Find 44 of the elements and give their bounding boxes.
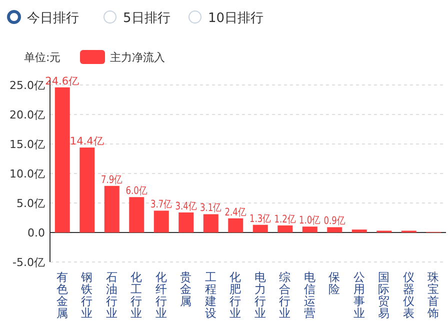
bar <box>352 230 367 232</box>
bar <box>228 218 244 232</box>
x-tick-label: 仪器仪表 <box>402 270 415 320</box>
bar <box>80 148 95 232</box>
y-tick-label: 10.0亿 <box>10 168 45 180</box>
bar <box>154 210 169 232</box>
bar <box>104 186 120 232</box>
x-tick-label: 公用事业 <box>353 270 366 320</box>
bar <box>252 224 268 232</box>
y-tick-label: 20.0亿 <box>10 108 45 122</box>
y-tick-label: 0.0 <box>28 226 45 240</box>
legend-label: 主力净流入 <box>110 51 165 64</box>
data-label: 0.9亿 <box>324 215 352 228</box>
x-tick-label: 电信运营 <box>304 270 316 320</box>
x-tick-label: 有色金属 <box>56 270 68 320</box>
x-tick-label: 工程建设 <box>204 270 217 320</box>
legend: 主力净流入 <box>80 50 165 64</box>
bar <box>278 225 293 232</box>
x-tick-label: 综合行业 <box>279 270 292 320</box>
x-tick-label: 珠宝首饰 <box>426 270 440 320</box>
y-tick-label: 15.0亿 <box>10 138 45 151</box>
x-tick-label: 贵金属 <box>180 270 192 308</box>
x-tick-label: 化工行业 <box>130 270 143 320</box>
x-tick-label: 石油行业 <box>106 270 118 320</box>
x-tick-label: 电力行业 <box>254 270 266 320</box>
data-label: 14.4亿 <box>70 136 104 148</box>
x-tick-label: 钢铁行业 <box>80 270 94 320</box>
text: 单位:元 <box>24 51 61 64</box>
bar <box>178 212 194 232</box>
x-tick-label: 保险 <box>328 270 341 296</box>
x-tick-label: 化纤行业 <box>155 270 168 320</box>
y-tick-label: 5.0亿 <box>16 197 45 210</box>
data-label: 7.9亿 <box>101 174 129 186</box>
y-tick-label: -5.0亿 <box>12 256 45 269</box>
y-tick-label: 25.0亿 <box>10 79 45 92</box>
x-tick-label: 化肥行业 <box>230 270 242 320</box>
bar <box>129 197 144 232</box>
bar <box>327 227 342 232</box>
data-label: 24.6亿 <box>45 75 80 88</box>
x-tick-label: 国际贸易 <box>378 270 390 320</box>
bar <box>54 87 70 232</box>
bar <box>203 214 218 232</box>
bar <box>302 226 318 232</box>
data-label: 6.0亿 <box>126 185 154 198</box>
